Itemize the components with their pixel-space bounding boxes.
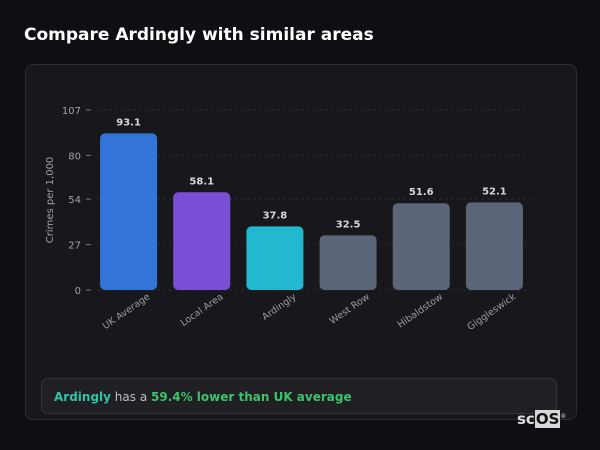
- logo-text-b: OS: [534, 410, 561, 428]
- summary-place: Ardingly: [54, 390, 111, 404]
- x-tick-label: Ardingly: [260, 291, 299, 323]
- data-label: 51.6: [409, 187, 434, 198]
- bar[interactable]: [392, 203, 450, 290]
- scos-logo: scOS®: [517, 410, 566, 428]
- bar[interactable]: [465, 202, 523, 290]
- y-tick-label: 27: [68, 241, 81, 252]
- summary-text: has a: [110, 390, 151, 404]
- y-axis-label: Crimes per 1,000: [45, 157, 56, 244]
- data-label: 52.1: [482, 186, 507, 197]
- logo-text-a: sc: [517, 410, 535, 428]
- y-tick-label: 107: [62, 106, 81, 117]
- x-tick-label: Giggleswick: [465, 291, 518, 333]
- y-tick-label: 80: [68, 151, 81, 162]
- x-tick-label: Local Area: [179, 291, 226, 328]
- y-tick-label: 54: [68, 195, 81, 206]
- summary-value: 59.4% lower than UK average: [151, 390, 352, 404]
- page-title: Compare Ardingly with similar areas: [24, 25, 374, 45]
- data-label: 32.5: [336, 219, 361, 230]
- data-label: 37.8: [263, 210, 288, 221]
- y-tick-label: 0: [75, 286, 81, 297]
- data-label: 58.1: [189, 176, 214, 187]
- x-tick-label: West Row: [328, 291, 372, 327]
- bar[interactable]: [173, 192, 231, 290]
- bar[interactable]: [100, 133, 158, 290]
- logo-mark: ®: [560, 413, 567, 420]
- x-tick-label: UK Average: [101, 291, 153, 332]
- x-tick-label: Hibaldstow: [396, 291, 446, 330]
- summary-banner: Ardingly has a 59.4% lower than UK avera…: [41, 378, 557, 414]
- bar[interactable]: [246, 226, 304, 290]
- data-label: 93.1: [116, 117, 141, 128]
- bar[interactable]: [319, 235, 377, 290]
